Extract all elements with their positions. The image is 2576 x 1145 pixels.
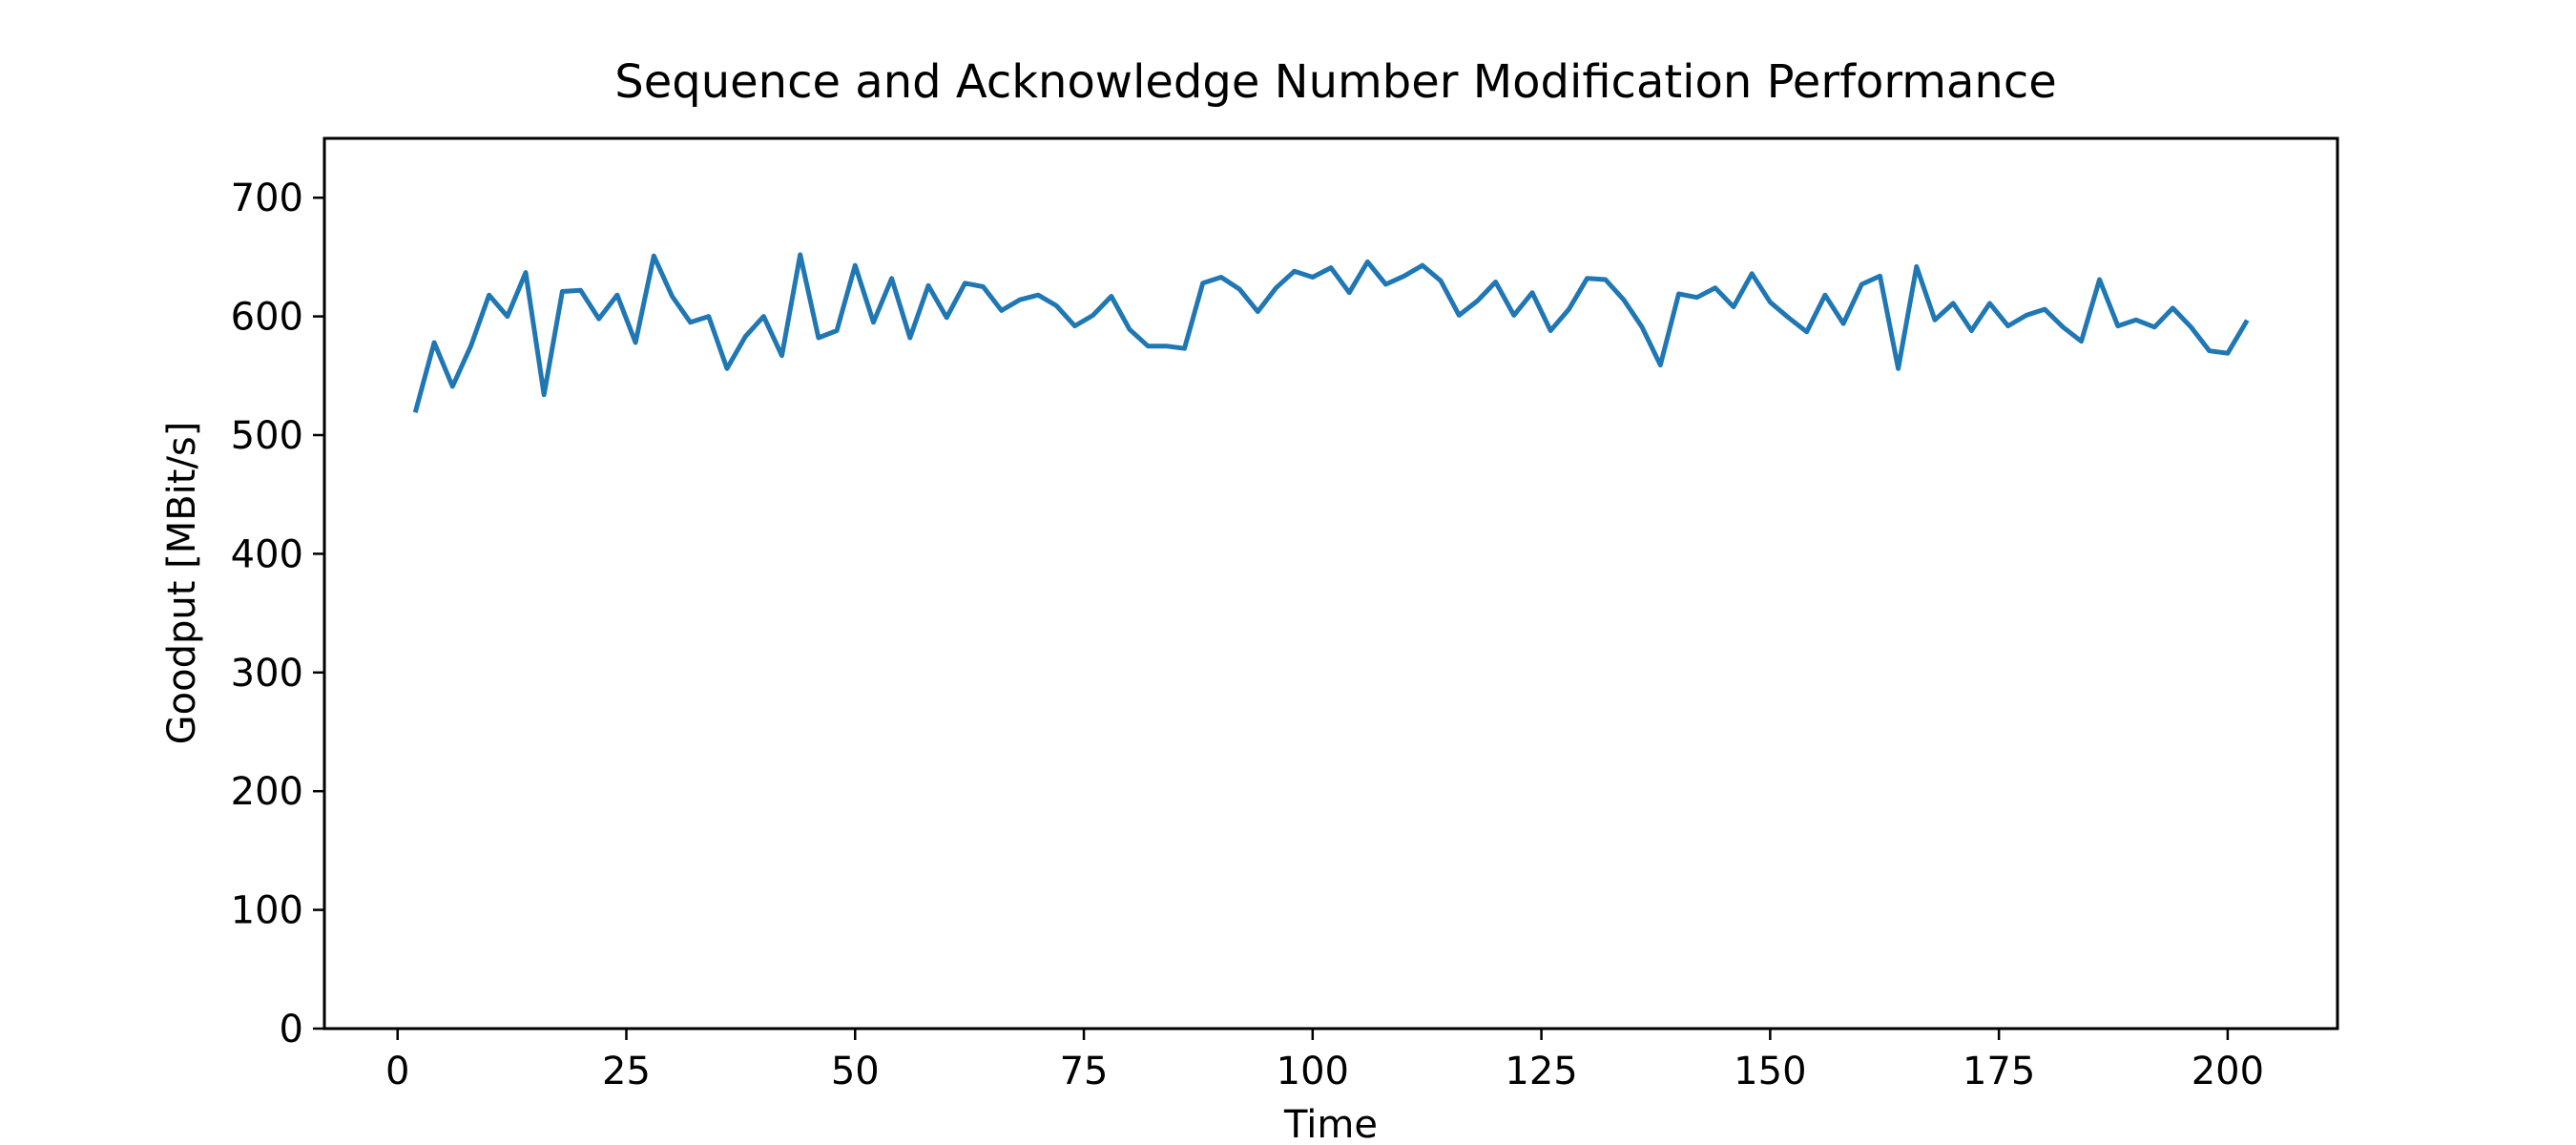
x-tick-label: 125 [1505,1050,1577,1093]
y-tick-label: 200 [231,770,303,814]
x-tick-label: 150 [1734,1050,1806,1093]
y-tick-label: 300 [231,652,303,696]
x-tick-label: 25 [602,1050,651,1093]
y-tick-label: 0 [280,1008,303,1051]
x-tick-label: 200 [2192,1050,2264,1093]
x-axis-label: Time [1283,1103,1378,1145]
y-tick-label: 100 [231,889,303,933]
x-tick-label: 75 [1060,1050,1109,1093]
x-tick-label: 50 [831,1050,880,1093]
y-tick-label: 700 [231,177,303,220]
y-tick-label: 600 [231,296,303,340]
x-tick-label: 100 [1277,1050,1349,1093]
y-tick-label: 500 [231,414,303,458]
x-tick-label: 175 [1963,1050,2035,1093]
plot-area [412,252,2250,413]
axis-ticks: 0 25 50 75 100 125 150 175 200 0 100 200 300 400 500 60… [231,177,2264,1093]
y-axis-label: Goodput [MBit/s] [160,422,204,745]
series-line-0 [412,252,2250,413]
x-tick-label: 0 [385,1050,409,1093]
chart-title: Sequence and Acknowledge Number Modifica… [614,55,2056,109]
plot-frame [322,136,2339,1030]
y-tick-label: 400 [231,532,303,576]
